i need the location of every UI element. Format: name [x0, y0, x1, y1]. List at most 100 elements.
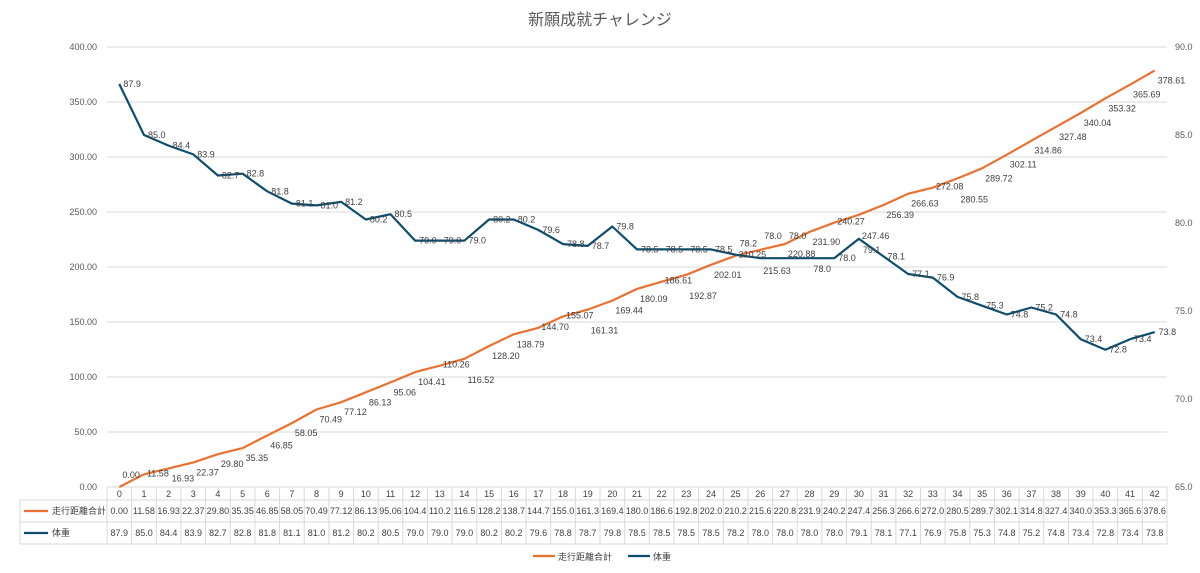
data-label: 77.1: [912, 269, 930, 279]
table-cell: 79.1: [850, 528, 868, 538]
data-label: 0.00: [122, 470, 140, 480]
x-tick-label: 18: [558, 489, 568, 499]
data-label: 280.55: [960, 194, 988, 204]
table-cell: 70.49: [305, 506, 328, 516]
axes: 0.00 50.00 100.00 150.00 200.00 250.00 300.00 3…: [69, 42, 1192, 492]
table-cell: 78.5: [702, 528, 720, 538]
data-label: 169.44: [615, 306, 643, 316]
table-cell: 78.0: [751, 528, 769, 538]
table-cell: 110.2: [429, 506, 451, 516]
table-cell: 78.0: [776, 528, 794, 538]
data-label: 78.5: [641, 244, 659, 254]
table-cell: 75.2: [1023, 528, 1041, 538]
data-label: 75.3: [986, 301, 1004, 311]
data-labels: 0.00 11.5816.9322.3729.8035.3546.8558.057…: [122, 76, 1185, 484]
data-label: 128.20: [492, 351, 520, 361]
x-tick-label: 6: [265, 489, 270, 499]
x-tick-label: 37: [1026, 489, 1036, 499]
data-label: 81.1: [296, 199, 314, 209]
table-cell: 78.7: [579, 528, 597, 538]
x-tick-label: 13: [435, 489, 445, 499]
table-cell: 76.9: [924, 528, 942, 538]
data-label: 240.27: [837, 217, 865, 227]
table-cell: 80.2: [480, 528, 498, 538]
table-cell: 186.6: [650, 506, 673, 516]
x-tick-label: 19: [583, 489, 593, 499]
data-label: 161.31: [591, 326, 619, 336]
data-label: 80.2: [370, 214, 388, 224]
table-cell: 16.93: [157, 506, 180, 516]
data-label: 83.9: [197, 149, 215, 159]
table-cell: 104.4: [404, 506, 427, 516]
table-cell: 78.0: [801, 528, 819, 538]
data-label: 104.41: [418, 377, 446, 387]
data-label: 78.5: [666, 244, 684, 254]
x-tick-label: 32: [903, 489, 913, 499]
table-cell: 81.1: [283, 528, 301, 538]
data-label: 78.0: [764, 231, 782, 241]
y-left-tick-label: 100.00: [69, 372, 97, 382]
x-tick-label: 34: [952, 489, 962, 499]
table-cell: 169.4: [601, 506, 624, 516]
data-label: 186.61: [665, 276, 693, 286]
x-tick-label: 26: [755, 489, 765, 499]
legend-label: 走行距離合計: [558, 551, 612, 562]
table-cell: 22.37: [182, 506, 205, 516]
table-cell: 75.3: [973, 528, 991, 538]
table-cell: 215.6: [749, 506, 772, 516]
x-tick-label: 8: [314, 489, 319, 499]
series: [118, 69, 1156, 488]
data-label: 247.46: [862, 231, 890, 241]
table-cell: 80.2: [505, 528, 523, 538]
x-tick-label: 0: [117, 489, 122, 499]
table-cell: 35.35: [231, 506, 254, 516]
y-right-tick-label: 70.0: [1175, 394, 1193, 404]
data-label: 35.35: [246, 453, 269, 463]
table-cell: 128.2: [478, 506, 501, 516]
table-cell: 240.2: [823, 506, 846, 516]
table-cell: 79.0: [431, 528, 449, 538]
x-tick-label: 2: [166, 489, 171, 499]
table-cell: 86.13: [355, 506, 378, 516]
x-tick-label: 30: [854, 489, 864, 499]
data-label: 74.8: [1011, 310, 1029, 320]
table-cell: 256.3: [872, 506, 895, 516]
table-cell: 202.0: [700, 506, 723, 516]
data-label: 78.5: [690, 244, 708, 254]
y-left-tick-label: 300.00: [69, 152, 97, 162]
data-label: 256.39: [887, 210, 915, 220]
table-cell: 144.7: [527, 506, 550, 516]
table-cell: 77.12: [330, 506, 353, 516]
x-tick-label: 25: [731, 489, 741, 499]
x-tick-label: 10: [361, 489, 371, 499]
table-cell: 84.4: [160, 528, 178, 538]
data-label: 80.5: [394, 209, 412, 219]
data-label: 144.70: [541, 322, 569, 332]
data-label: 80.2: [518, 214, 536, 224]
table-cell: 192.8: [675, 506, 698, 516]
table-cell: 79.6: [530, 528, 548, 538]
y-left-tick-label: 350.00: [69, 97, 97, 107]
table-cell: 72.8: [1097, 528, 1115, 538]
data-label: 16.93: [172, 473, 195, 483]
gridlines: [107, 46, 1167, 488]
data-label: 365.69: [1133, 90, 1161, 100]
table-cell: 327.4: [1045, 506, 1068, 516]
table-cell: 73.4: [1072, 528, 1090, 538]
x-tick-label: 35: [977, 489, 987, 499]
y-right-tick-label: 65.0: [1175, 482, 1193, 492]
x-tick-label: 21: [632, 489, 642, 499]
table-cell: 79.0: [406, 528, 424, 538]
y-right-tick-label: 85.0: [1175, 130, 1193, 140]
data-label: 70.49: [320, 414, 343, 424]
x-tick-label: 42: [1150, 489, 1160, 499]
table-cell: 78.5: [628, 528, 646, 538]
y-right-tick-label: 75.0: [1175, 306, 1193, 316]
data-label: 84.4: [173, 141, 191, 151]
data-label: 340.04: [1084, 118, 1112, 128]
x-tick-label: 22: [657, 489, 667, 499]
table-cell: 78.5: [653, 528, 671, 538]
data-label: 95.06: [393, 387, 416, 397]
data-label: 79.0: [444, 236, 462, 246]
